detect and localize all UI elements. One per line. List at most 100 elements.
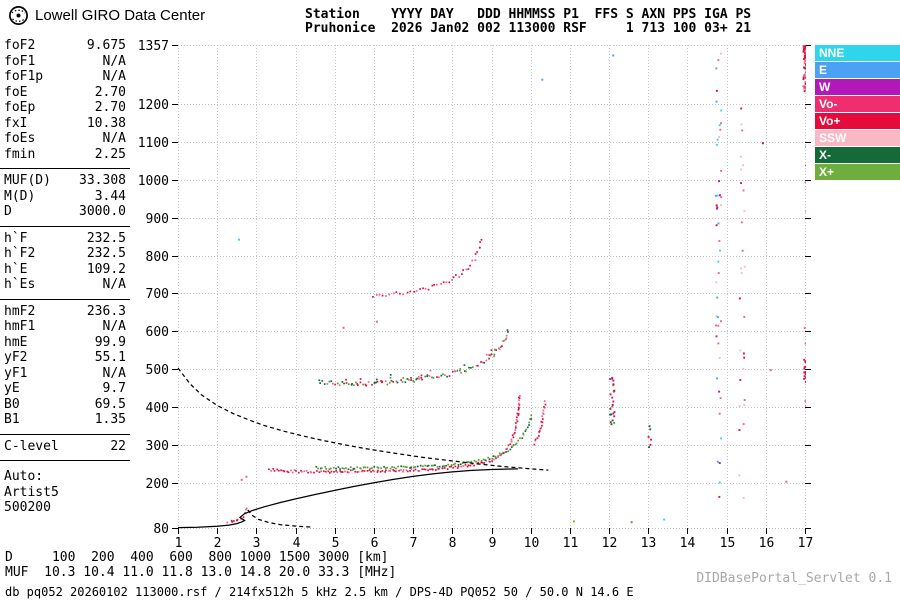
legend-item-SSW: SSW (815, 130, 900, 146)
param-group: h`F 232.5 h`F2 232.5 h`E 109.2 h`Es N/A (0, 227, 130, 300)
param-foF2: foF2 9.675 (4, 38, 126, 54)
param-label: h`F2 (4, 246, 36, 261)
param-value: 3000.0 (79, 204, 126, 219)
param-label: D (4, 204, 12, 219)
param-value: 2.25 (94, 146, 126, 162)
param-h`F2: h`F2 232.5 (4, 246, 126, 262)
param-value: 10.38 (86, 115, 126, 131)
param-label: foF2 (4, 38, 36, 53)
echo-type-legend: NNE E W Vo- Vo+ SSW X- X+ (815, 45, 900, 181)
param-value: N/A (102, 365, 126, 381)
legend-item-Vo+: Vo+ (815, 113, 900, 129)
param-foEp: foEp 2.70 (4, 100, 126, 116)
param-fxI: fxI 10.38 (4, 116, 126, 132)
autoscaler-line: Artist5 (4, 484, 59, 500)
autoscaler-info: Auto: Artist5 500200 (0, 461, 130, 524)
param-label: foEs (4, 131, 36, 146)
param-value: 99.9 (94, 334, 126, 350)
legend-item-X+: X+ (815, 164, 900, 180)
param-yF2: yF2 55.1 (4, 350, 126, 366)
param-foE: foE 2.70 (4, 85, 126, 101)
param-label: MUF(D) (4, 173, 51, 188)
param-h`E: h`E 109.2 (4, 262, 126, 278)
param-value: 33.308 (79, 173, 126, 188)
station-header-labels: Station YYYY DAY DDD HHMMSS P1 FFS S AXN… (305, 7, 752, 22)
param-hmF2: hmF2 236.3 (4, 304, 126, 320)
param-label: B0 (4, 396, 20, 412)
param-yF1: yF1 N/A (4, 366, 126, 382)
param-h`F: h`F 232.5 (4, 231, 126, 247)
param-label: C-level (4, 438, 59, 454)
param-value: 9.7 (102, 381, 126, 396)
param-yE: yE 9.7 (4, 381, 126, 397)
param-value: 55.1 (94, 350, 126, 365)
param-B1: B1 1.35 (4, 412, 126, 428)
ionogram-canvas (135, 38, 815, 550)
param-value: N/A (102, 277, 126, 292)
param-MUF(D): MUF(D) 33.308 (4, 173, 126, 189)
param-label: yF2 (4, 350, 28, 365)
param-label: h`F (4, 230, 28, 246)
status-line: db pq052 20260102 113000.rsf / 214fx512h… (5, 585, 634, 599)
param-label: fmin (4, 146, 36, 162)
param-D: D 3000.0 (4, 204, 126, 220)
param-label: hmF2 (4, 303, 36, 319)
param-M(D): M(D) 3.44 (4, 189, 126, 205)
giro-logo-text: Lowell GIRO Data Center (35, 7, 206, 24)
param-C-level: C-level 22 (4, 439, 126, 455)
param-foF1p: foF1p N/A (4, 69, 126, 85)
param-B0: B0 69.5 (4, 397, 126, 413)
legend-item-E: E (815, 62, 900, 78)
param-value: N/A (102, 53, 126, 69)
param-h`Es: h`Es N/A (4, 277, 126, 293)
param-label: h`Es (4, 277, 36, 292)
param-group: C-level 22 (0, 435, 130, 461)
parameter-panel: foF2 9.675 foF1 N/A foF1p N/A foE 2.70 foEp 2.70 f… (0, 38, 130, 524)
param-label: yF1 (4, 365, 28, 381)
giro-globe-icon (9, 6, 28, 25)
param-label: fxI (4, 115, 28, 131)
param-label: foEp (4, 100, 36, 115)
param-value: 109.2 (86, 261, 126, 277)
autoscaler-line: Auto: (4, 469, 44, 484)
param-label: hmE (4, 334, 28, 350)
param-hmF1: hmF1 N/A (4, 319, 126, 335)
param-value: 232.5 (86, 230, 126, 246)
param-hmE: hmE 99.9 (4, 335, 126, 351)
param-value: 1.35 (94, 412, 126, 427)
param-foEs: foEs N/A (4, 131, 126, 147)
param-value: 2.70 (94, 100, 126, 115)
param-label: hmF1 (4, 319, 36, 334)
param-value: N/A (102, 319, 126, 334)
param-foF1: foF1 N/A (4, 54, 126, 70)
param-value: 22 (110, 438, 126, 454)
param-value: 236.3 (86, 303, 126, 319)
servlet-version: DIDBasePortal_Servlet 0.1 (696, 571, 892, 586)
param-value: 9.675 (86, 38, 126, 53)
legend-item-NNE: NNE (815, 45, 900, 61)
legend-item-Vo-: Vo- (815, 96, 900, 112)
param-label: B1 (4, 412, 20, 427)
param-label: foE (4, 84, 28, 100)
param-label: foF1 (4, 53, 36, 69)
param-group: foF2 9.675 foF1 N/A foF1p N/A foE 2.70 foEp 2.70 f… (0, 38, 130, 169)
param-value: 2.70 (94, 84, 126, 100)
param-group: MUF(D) 33.308 M(D) 3.44 D 3000.0 (0, 169, 130, 227)
distance-row: D 100 200 400 600 800 1000 1500 3000 [km… (5, 550, 389, 565)
param-value: 232.5 (86, 246, 126, 261)
param-label: yE (4, 381, 20, 396)
giro-logo: Lowell GIRO Data Center (8, 5, 205, 26)
param-value: N/A (102, 69, 126, 84)
param-label: foF1p (4, 69, 44, 84)
param-value: 3.44 (94, 188, 126, 204)
param-group: hmF2 236.3 hmF1 N/A hmE 99.9 yF2 55.1 yF1 N/A yE 9.… (0, 300, 130, 435)
param-value: N/A (102, 131, 126, 146)
legend-item-X-: X- (815, 147, 900, 163)
muf-row: MUF 10.3 10.4 11.0 11.8 13.0 14.8 20.0 3… (5, 565, 397, 580)
param-label: h`E (4, 261, 28, 277)
station-header-values: Pruhonice 2026 Jan02 002 113000 RSF 1 71… (305, 21, 752, 36)
legend-item-W: W (815, 79, 900, 95)
param-fmin: fmin 2.25 (4, 147, 126, 163)
param-value: 69.5 (94, 396, 126, 412)
param-label: M(D) (4, 188, 36, 204)
